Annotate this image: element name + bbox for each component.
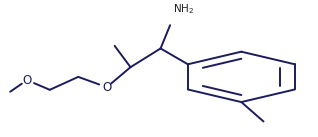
Text: NH$_2$: NH$_2$ <box>173 2 194 16</box>
Text: O: O <box>102 81 111 94</box>
Text: O: O <box>22 74 31 87</box>
